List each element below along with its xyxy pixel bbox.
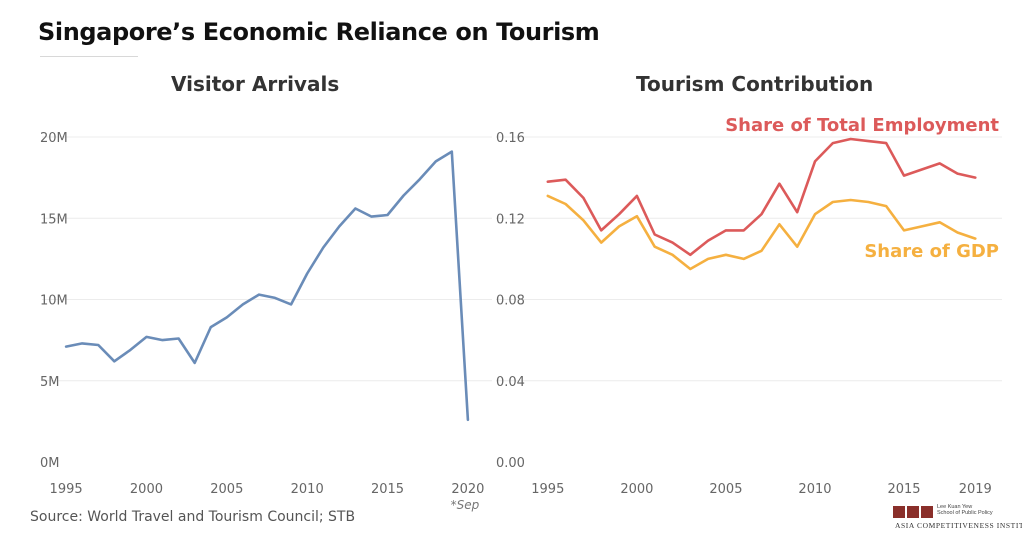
- y-tick-label: 0M: [40, 456, 60, 471]
- y-tick-label: 15M: [40, 212, 68, 227]
- logo-institute: ASIA COMPETITIVENESS INSTITUTE: [895, 521, 1022, 530]
- lky-logo: Lee Kuan Yew School of Public Policy ASI…: [893, 504, 1022, 532]
- y-tick-label: 20M: [40, 131, 68, 146]
- x-tick-label: 2015: [887, 482, 920, 497]
- y-tick-label: 0.04: [496, 375, 525, 390]
- chart-title-visitor-arrivals: Visitor Arrivals: [171, 72, 340, 96]
- y-tick-label: 0.12: [496, 212, 525, 227]
- logo-line-2: School of Public Policy: [937, 510, 993, 516]
- x-tick-label: 2005: [210, 482, 243, 497]
- logo-line-1: Lee Kuan Yew: [937, 504, 973, 510]
- share-of-total-employment-line: [546, 137, 977, 257]
- source-note: Source: World Travel and Tourism Council…: [30, 509, 356, 525]
- y-tick-label: 5M: [40, 375, 60, 390]
- lky-logo-mark: [893, 506, 933, 518]
- y-tick-label: 10M: [40, 294, 68, 309]
- x-tick-note: *Sep: [451, 498, 480, 512]
- x-tick-label: 2000: [130, 482, 163, 497]
- title-divider: [40, 56, 138, 57]
- x-tick-label: 2000: [620, 482, 653, 497]
- page-title: Singapore’s Economic Reliance on Tourism: [38, 18, 600, 46]
- y-tick-label: 0.08: [496, 294, 525, 309]
- chart-title-tourism-contribution: Tourism Contribution: [636, 72, 874, 96]
- x-tick-label: 2010: [798, 482, 831, 497]
- x-tick-label: 1995: [50, 482, 83, 497]
- x-tick-label: 2010: [291, 482, 324, 497]
- x-tick-label: 2015: [371, 482, 404, 497]
- series-label-gdp: Share of GDP: [864, 241, 999, 262]
- x-tick-label: 2019: [959, 482, 992, 497]
- visitor-arrivals-line: [64, 150, 470, 422]
- y-tick-label: 0.00: [496, 456, 525, 471]
- x-tick-label: 1995: [531, 482, 564, 497]
- x-tick-label: 2005: [709, 482, 742, 497]
- y-tick-label: 0.16: [496, 131, 525, 146]
- series-label-employment: Share of Total Employment: [725, 115, 999, 136]
- share-of-gdp-line: [546, 194, 977, 271]
- x-tick-label: 2020: [451, 482, 484, 497]
